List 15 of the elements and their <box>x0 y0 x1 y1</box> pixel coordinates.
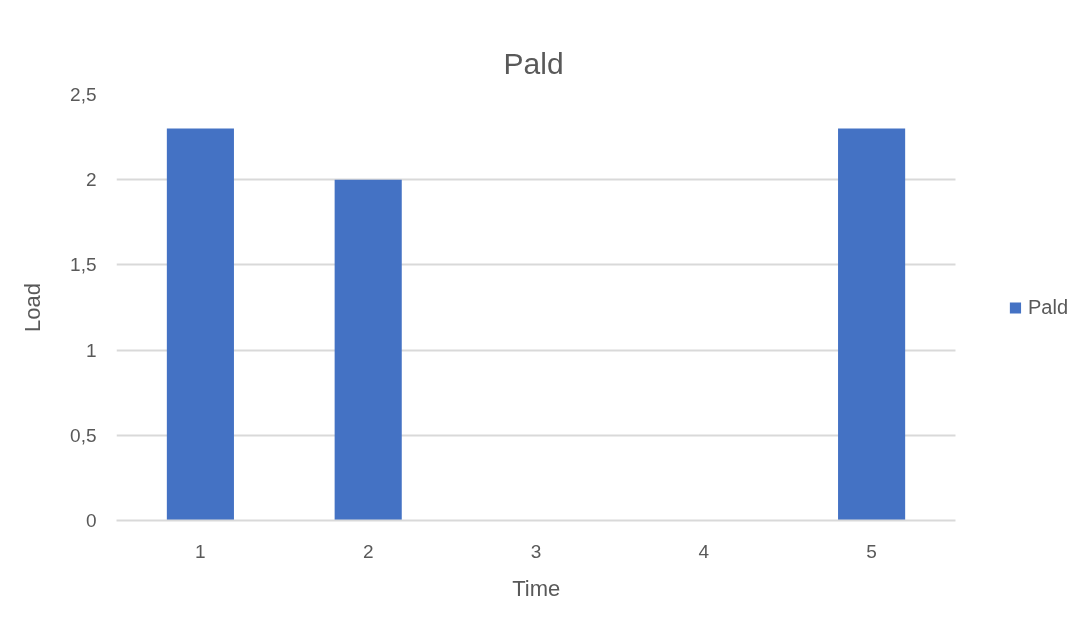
y-axis-title: Load <box>20 283 46 332</box>
y-tick-label: 2 <box>85 169 97 191</box>
x-tick-label: 4 <box>698 540 710 562</box>
x-tick-label: 2 <box>362 540 374 562</box>
legend-label: Pald <box>1027 295 1068 319</box>
x-tick-label: 3 <box>530 540 542 562</box>
y-tick-label: 2,5 <box>70 84 97 105</box>
chart-title: Pald <box>503 46 564 80</box>
x-tick-label: 5 <box>866 540 877 562</box>
x-axis-title: Time <box>512 575 561 601</box>
y-tick-label: 1,5 <box>70 254 97 276</box>
y-tick-label: 1 <box>85 339 97 361</box>
y-tick-label: 0,5 <box>70 424 97 446</box>
y-tick-label: 0 <box>85 510 97 531</box>
x-tick-label: 1 <box>195 540 206 562</box>
